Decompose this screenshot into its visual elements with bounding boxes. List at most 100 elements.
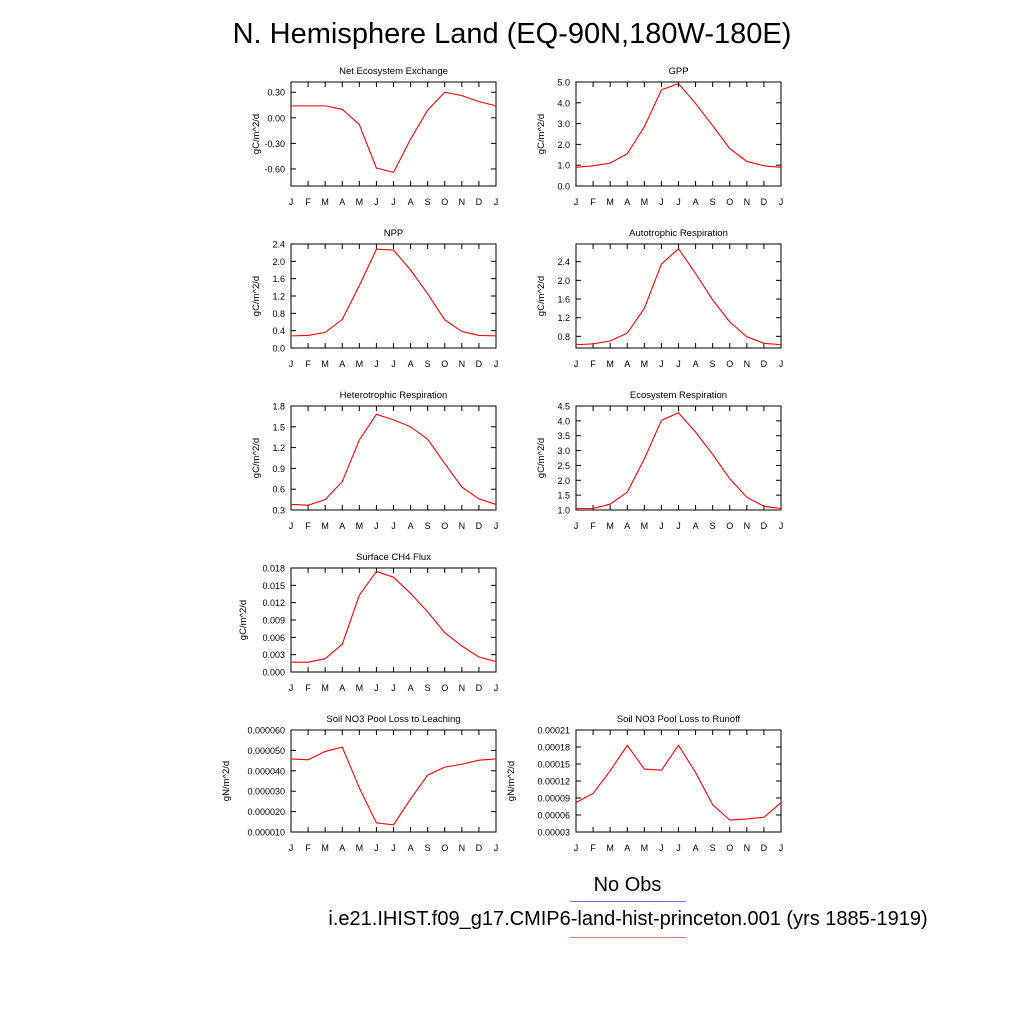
x-tick-label: S <box>710 521 716 531</box>
x-tick-label: O <box>726 197 733 207</box>
series-line <box>575 83 782 168</box>
y-tick-label: 0.015 <box>262 581 285 591</box>
x-tick-label: J <box>659 359 664 369</box>
x-tick-label: M <box>321 683 329 693</box>
x-tick-label: J <box>391 359 396 369</box>
plot-frame <box>290 567 497 673</box>
x-tick-label: D <box>761 359 768 369</box>
y-axis-label: gC/m^2/d <box>536 114 547 154</box>
x-tick-label: J <box>779 359 784 369</box>
x-tick-label: F <box>590 197 596 207</box>
x-tick-label: J <box>494 843 499 853</box>
x-tick-label: M <box>321 359 329 369</box>
x-tick-label: M <box>606 359 614 369</box>
x-tick-label: A <box>339 521 345 531</box>
x-tick-label: A <box>693 521 699 531</box>
x-tick-label: A <box>624 521 630 531</box>
series-line <box>575 744 782 821</box>
x-tick-label: J <box>289 359 294 369</box>
figure-title: N. Hemisphere Land (EQ-90N,180W-180E) <box>232 18 792 50</box>
x-tick-label: A <box>408 683 414 693</box>
x-tick-label: A <box>408 359 414 369</box>
x-tick-label: J <box>676 521 681 531</box>
y-tick-label: 0.6 <box>272 485 285 495</box>
x-tick-label: N <box>459 359 466 369</box>
y-tick-label: 0.000 <box>262 668 285 678</box>
y-axis-label: gN/m^2/d <box>506 761 517 801</box>
x-tick-label: M <box>321 197 329 207</box>
y-tick-label: 1.6 <box>557 295 570 305</box>
x-tick-label: F <box>305 683 311 693</box>
x-tick-label: M <box>356 843 364 853</box>
y-tick-label: 0.000060 <box>247 726 285 736</box>
x-tick-label: A <box>624 843 630 853</box>
y-tick-label: 3.5 <box>557 431 570 441</box>
y-tick-label: 2.0 <box>272 257 285 267</box>
x-tick-label: O <box>441 197 448 207</box>
series-line <box>290 746 497 826</box>
x-tick-label: O <box>441 843 448 853</box>
x-tick-label: A <box>693 843 699 853</box>
y-tick-label: 4.5 <box>557 402 570 412</box>
x-tick-label: A <box>339 359 345 369</box>
y-tick-label: 0.00 <box>267 113 285 123</box>
x-tick-label: D <box>761 521 768 531</box>
x-tick-label: N <box>744 359 751 369</box>
y-tick-label: 1.2 <box>557 313 570 323</box>
x-tick-label: J <box>494 197 499 207</box>
x-tick-label: M <box>356 683 364 693</box>
y-tick-label: 0.00021 <box>537 726 570 736</box>
x-tick-label: A <box>408 197 414 207</box>
y-tick-label: 0.00012 <box>537 777 570 787</box>
legend-model-label: i.e21.IHIST.f09_g17.CMIP6-land-hist-prin… <box>328 908 928 930</box>
x-tick-label: J <box>391 521 396 531</box>
y-axis-label: gC/m^2/d <box>251 438 262 478</box>
y-axis-label: gC/m^2/d <box>251 114 262 154</box>
plot-frame <box>575 81 782 187</box>
x-tick-label: N <box>459 683 466 693</box>
chart-panel-5: J F M A M J J A S O N D J0.30.60.91.21.51.8Heterotro… <box>251 390 498 531</box>
x-tick-label: J <box>374 197 379 207</box>
x-tick-label: D <box>476 197 483 207</box>
x-tick-label: F <box>305 521 311 531</box>
x-tick-label: J <box>574 359 579 369</box>
series-line <box>290 413 497 506</box>
x-tick-label: M <box>641 843 649 853</box>
chart-panel-8: J F M A M J J A S O N D J0.0000100.0000200.0000300.0… <box>221 714 498 853</box>
y-tick-label: 1.5 <box>272 422 285 432</box>
x-tick-label: N <box>459 197 466 207</box>
x-tick-label: N <box>744 521 751 531</box>
y-tick-label: 3.0 <box>557 446 570 456</box>
x-tick-label: J <box>659 197 664 207</box>
x-tick-label: M <box>356 197 364 207</box>
x-tick-label: J <box>494 521 499 531</box>
y-tick-label: 2.0 <box>557 140 570 150</box>
x-tick-label: J <box>494 359 499 369</box>
chart-title: Ecosystem Respiration <box>630 390 727 401</box>
y-tick-label: 0.0 <box>557 182 570 192</box>
series-line <box>575 247 782 346</box>
y-tick-label: 1.2 <box>272 443 285 453</box>
y-tick-label: 1.8 <box>272 402 285 412</box>
x-tick-label: S <box>425 843 431 853</box>
y-axis-label: gN/m^2/d <box>221 761 232 801</box>
x-tick-label: J <box>676 197 681 207</box>
y-tick-label: 1.2 <box>272 292 285 302</box>
x-tick-label: M <box>321 843 329 853</box>
y-tick-label: 0.3 <box>272 506 285 516</box>
plot-frame <box>575 243 782 349</box>
chart-panel-6: J F M A M J J A S O N D J1.01.52.02.53.03.54.04.5Eco… <box>536 390 783 531</box>
x-tick-label: D <box>476 521 483 531</box>
y-tick-label: 0.00015 <box>537 760 570 770</box>
y-tick-label: 3.0 <box>557 119 570 129</box>
y-tick-label: 0.00006 <box>537 811 570 821</box>
x-tick-label: J <box>779 843 784 853</box>
x-tick-label: O <box>726 843 733 853</box>
y-tick-label: 1.0 <box>557 506 570 516</box>
y-tick-label: 0.012 <box>262 598 285 608</box>
x-tick-label: S <box>425 521 431 531</box>
y-tick-label: 0.9 <box>272 464 285 474</box>
x-tick-label: F <box>305 359 311 369</box>
x-tick-label: D <box>761 843 768 853</box>
series-line <box>290 248 497 337</box>
